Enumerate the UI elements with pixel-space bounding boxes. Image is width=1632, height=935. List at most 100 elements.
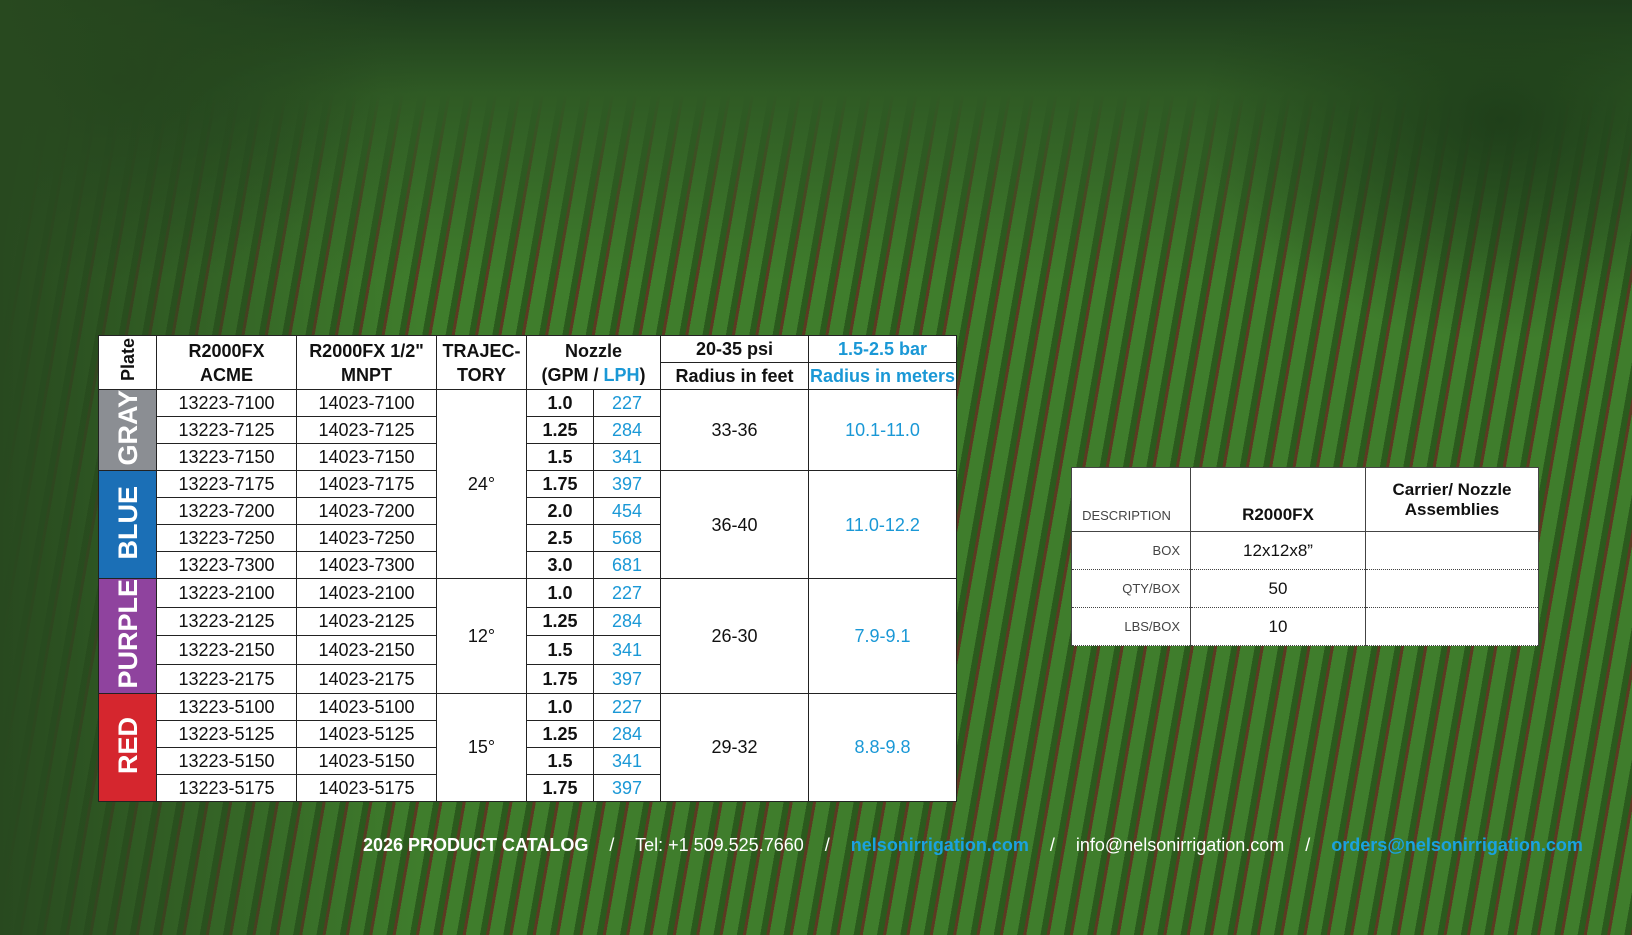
acme-part: 13223-2125 — [156, 606, 297, 637]
box-row: QTY/BOX 50 — [1071, 569, 1539, 608]
plate-name: BLUE — [112, 485, 143, 560]
nozzle-row: 13223-7250 14023-7250 2.5 568 — [99, 524, 957, 552]
gpm: 2.0 — [526, 497, 594, 525]
box-rows: BOX 12x12x8” QTY/BOX 50 LBS/BOX 10 — [1071, 531, 1539, 646]
gpm: 1.75 — [526, 773, 594, 802]
acme-part: 13223-7100 — [156, 389, 297, 417]
acme-part: 13223-2100 — [156, 578, 297, 608]
nozzle-rows: GRAY 13223-7100 14023-7100 24° 1.0 227 33-36 10… — [98, 389, 958, 802]
header-units: (GPM / LPH) — [527, 363, 660, 387]
mnpt-part: 14023-5125 — [296, 719, 437, 748]
nozzle-row: 13223-7300 14023-7300 3.0 681 — [99, 551, 957, 579]
mnpt-part: 14023-7100 — [296, 389, 437, 417]
acme-part: 13223-7150 — [156, 443, 297, 471]
plate-cell: RED — [98, 692, 157, 802]
gpm: 1.5 — [526, 635, 594, 665]
acme-part: 13223-7250 — [156, 524, 297, 552]
gpm: 1.0 — [526, 389, 594, 417]
website-link[interactable]: nelsonirrigation.com — [850, 835, 1029, 855]
mnpt-part: 14023-7250 — [296, 524, 437, 552]
orders-email[interactable]: orders@nelsonirrigation.com — [1331, 835, 1583, 855]
nozzle-row: BLUE 13223-7175 14023-7175 1.75 397 36-40 11.0… — [98, 470, 958, 579]
acme-part: 13223-7125 — [156, 416, 297, 444]
box-label: LBS/BOX — [1071, 607, 1191, 646]
lph: 284 — [592, 416, 662, 444]
nozzle-row: 13223-5175 14023-5175 1.75 397 — [99, 773, 957, 802]
header-text: LPH — [603, 364, 640, 385]
catalog-label: 2026 PRODUCT CATALOG — [363, 835, 589, 855]
trajectory: 15° — [436, 692, 527, 802]
header-text: Nozzle — [565, 340, 623, 361]
acme-part: 13223-7200 — [156, 497, 297, 525]
lph: 681 — [592, 551, 662, 579]
separator: / — [1305, 835, 1311, 855]
radius-ft: 33-36 — [660, 389, 810, 471]
gpm: 1.25 — [526, 719, 594, 748]
mnpt-part: 14023-5175 — [296, 773, 437, 802]
box-label: BOX — [1071, 531, 1191, 570]
plate-name: PURPLE — [112, 579, 143, 689]
acme-part: 13223-5175 — [156, 773, 297, 802]
gpm: 1.0 — [526, 578, 594, 608]
box-label: QTY/BOX — [1071, 569, 1191, 608]
footer: 2026 PRODUCT CATALOG / Tel: +1 509.525.7… — [363, 835, 1599, 856]
gpm: 2.5 — [526, 524, 594, 552]
trajectory-header: TRAJEC- TORY — [436, 335, 527, 390]
radius-ft-header: Radius in feet — [660, 362, 810, 390]
header-text: MNPT — [341, 364, 392, 385]
bar-header: 1.5-2.5 bar — [808, 335, 958, 363]
separator: / — [824, 835, 830, 855]
radius-ft: 36-40 — [660, 470, 810, 579]
box-empty — [1365, 607, 1539, 646]
radius-m: 7.9-9.1 — [808, 578, 958, 694]
box-header: R2000FX — [1190, 467, 1366, 532]
phone: Tel: +1 509.525.7660 — [635, 835, 804, 855]
mnpt-part: 14023-2125 — [296, 606, 437, 637]
acme-part: 13223-5125 — [156, 719, 297, 748]
nozzle-row: 13223-7200 14023-7200 2.0 454 — [99, 497, 957, 525]
header-text: R2000FX — [188, 340, 265, 361]
nozzle-row: RED 13223-5100 14023-5100 15° 1.0 227 29-32 8.8… — [98, 692, 958, 802]
lph: 227 — [592, 578, 662, 608]
box-header: Carrier/ Nozzle Assemblies — [1365, 467, 1539, 532]
gpm: 1.0 — [526, 692, 594, 721]
lph: 341 — [592, 635, 662, 665]
header-text: R2000FX 1/2" — [309, 340, 424, 361]
info-email[interactable]: info@nelsonirrigation.com — [1075, 835, 1285, 855]
radius-m: 11.0-12.2 — [808, 470, 958, 579]
nozzle-row: PURPLE 13223-2100 14023-2100 12° 1.0 227 26-30… — [98, 578, 958, 694]
gpm: 1.5 — [526, 746, 594, 775]
mnpt-part: 14023-5150 — [296, 746, 437, 775]
lph: 397 — [592, 663, 662, 694]
header-text: TRAJEC- — [442, 340, 521, 361]
acme-part: 13223-2175 — [156, 663, 297, 694]
lph: 284 — [592, 719, 662, 748]
header-text: (GPM / — [541, 364, 599, 385]
lph: 341 — [592, 443, 662, 471]
radius-m: 8.8-9.8 — [808, 692, 958, 802]
mnpt-part: 14023-2175 — [296, 663, 437, 694]
header-text: Plate — [117, 337, 138, 382]
mnpt-part: 14023-7300 — [296, 551, 437, 579]
header-text: TORY — [456, 364, 506, 385]
gpm: 1.5 — [526, 443, 594, 471]
header-text: ACME — [200, 364, 253, 385]
box-empty — [1365, 531, 1539, 570]
plate-cell: BLUE — [98, 470, 157, 579]
trajectory: 24° — [436, 389, 527, 579]
separator: / — [1049, 835, 1055, 855]
acme-part: 13223-7300 — [156, 551, 297, 579]
box-row: BOX 12x12x8” — [1071, 531, 1539, 570]
plate-cell: GRAY — [98, 389, 157, 471]
nozzle-row: 13223-2125 14023-2125 1.25 284 — [99, 606, 957, 637]
gpm: 1.25 — [526, 606, 594, 637]
nozzle-header: Nozzle (GPM / LPH) — [525, 335, 662, 390]
plate-name: GRAY — [112, 390, 143, 466]
box-value: 50 — [1190, 569, 1366, 608]
radius-m: 10.1-11.0 — [808, 389, 958, 471]
mnpt-part: 14023-5100 — [296, 692, 437, 721]
lph: 454 — [592, 497, 662, 525]
separator: / — [609, 835, 615, 855]
box-value: 12x12x8” — [1190, 531, 1366, 570]
